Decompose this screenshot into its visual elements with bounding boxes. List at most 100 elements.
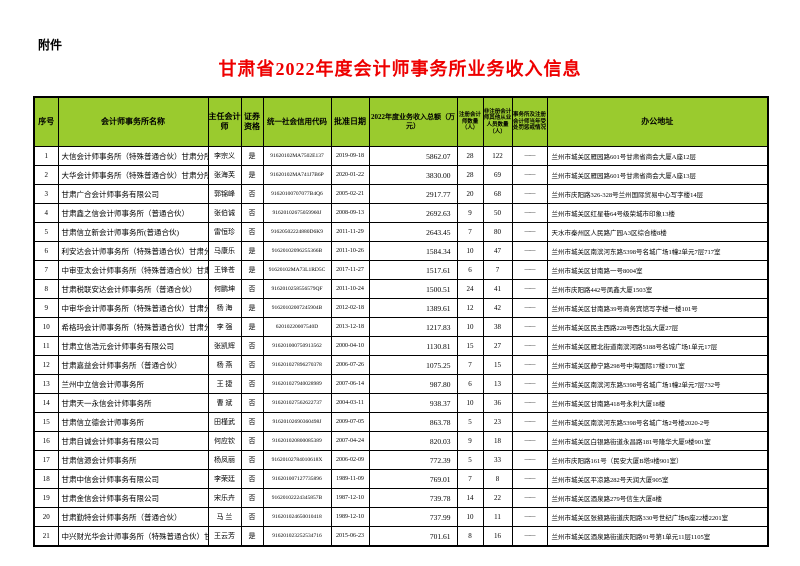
cell-penalty-status: —— — [511, 203, 548, 223]
cell-securities-qualification: 否 — [240, 469, 264, 489]
header-cpa-count: 注册会计师数量（人） — [456, 96, 484, 147]
table-row: 1 大信会计师事务所（特殊普通合伙）甘肃分所 李宗义 是 91620102MA7… — [33, 146, 769, 166]
table-row: 3 甘肃广合会计师事务有限公司 郭锦峰 否 91620100707077B4Q6… — [33, 184, 769, 204]
cell-cpa-count: 7 — [456, 355, 484, 375]
cell-penalty-status: —— — [511, 507, 548, 527]
header-credit-code: 统一社会信用代码 — [262, 96, 332, 147]
table-row: 6 利安达会计师事务所（特殊普通合伙）甘肃分所 马康乐 是 9162010209… — [33, 241, 769, 261]
table-row: 13 兰州中立信会计师事务所 王 捷 否 916201027940028989 … — [33, 374, 769, 394]
cell-serial: 17 — [33, 450, 59, 470]
cell-revenue: 1075.25 — [368, 355, 458, 375]
cell-revenue: 1217.83 — [368, 317, 458, 337]
cell-securities-qualification: 否 — [240, 507, 264, 527]
table-row: 16 甘肃自诚会计师事务有限公司 何应钦 否 91620102080008538… — [33, 431, 769, 451]
cell-firm-name: 甘肃信立德会计师事务所 — [57, 412, 209, 432]
cell-serial: 10 — [33, 317, 59, 337]
cell-credit-code: 91620102MA7502E137 — [262, 146, 332, 166]
cell-cpa-count: 28 — [456, 165, 484, 185]
cell-office-address: 兰州市庆阳路442号凤鑫大厦1503室 — [546, 279, 769, 299]
cell-penalty-status: —— — [511, 146, 548, 166]
cell-credit-code: 916201023252534716 — [262, 526, 332, 547]
cell-revenue: 772.39 — [368, 450, 458, 470]
cell-revenue: 739.78 — [368, 488, 458, 508]
cell-serial: 11 — [33, 336, 59, 356]
cell-serial: 1 — [33, 146, 59, 166]
cell-revenue: 987.80 — [368, 374, 458, 394]
cell-approval-date: 2013-12-18 — [330, 317, 370, 337]
cell-revenue: 1389.61 — [368, 298, 458, 318]
cell-penalty-status: —— — [511, 241, 548, 261]
cell-other-staff-count: 50 — [482, 203, 513, 223]
cell-chief-accountant: 田槿武 — [207, 412, 242, 432]
cell-penalty-status: —— — [511, 393, 548, 413]
cell-cpa-count: 10 — [456, 241, 484, 261]
cell-other-staff-count: 122 — [482, 146, 513, 166]
cell-office-address: 兰州市城关区红星巷64号级荣城市印象13楼 — [546, 203, 769, 223]
cell-chief-accountant: 杨 燕 — [207, 355, 242, 375]
cell-firm-name: 甘肃鑫之信会计师事务所（普通合伙） — [57, 203, 209, 223]
cell-revenue: 5862.07 — [368, 146, 458, 166]
cell-firm-name: 甘肃税联安达会计师事务所（普通合伙） — [57, 279, 209, 299]
cell-serial: 5 — [33, 222, 59, 242]
cell-penalty-status: —— — [511, 431, 548, 451]
table-row: 20 甘肃勤特会计师事务所（普通合伙） 马 兰 否 91620102465001… — [33, 507, 769, 527]
cell-penalty-status: —— — [511, 165, 548, 185]
cell-serial: 15 — [33, 412, 59, 432]
cell-securities-qualification: 否 — [240, 374, 264, 394]
cell-approval-date: 2015-06-23 — [330, 526, 370, 547]
cell-firm-name: 甘肃中信会计师事务有限公司 — [57, 469, 209, 489]
attachment-label: 附件 — [38, 38, 63, 52]
cell-cpa-count: 20 — [456, 184, 484, 204]
cell-other-staff-count: 36 — [482, 393, 513, 413]
cell-cpa-count: 14 — [456, 488, 484, 508]
cell-serial: 16 — [33, 431, 59, 451]
cell-other-staff-count: 22 — [482, 488, 513, 508]
cell-firm-name: 兰州中立信会计师事务所 — [57, 374, 209, 394]
cell-serial: 13 — [33, 374, 59, 394]
cell-firm-name: 中审华会计师事务所（特殊普通合伙）甘肃分所 — [57, 298, 209, 318]
table-row: 9 中审华会计师事务所（特殊普通合伙）甘肃分所 杨 海 是 9162010200… — [33, 298, 769, 318]
cell-approval-date: 2004-03-11 — [330, 393, 370, 413]
cell-credit-code: 916201007127735896 — [262, 469, 332, 489]
cell-credit-code: 916201024650010418 — [262, 507, 332, 527]
table-row: 15 甘肃信立德会计师事务所 田槿武 否 91620102690360498J … — [33, 412, 769, 432]
cell-chief-accountant: 张海芙 — [207, 165, 242, 185]
cell-chief-accountant: 马康乐 — [207, 241, 242, 261]
cell-chief-accountant: 杨 海 — [207, 298, 242, 318]
cell-office-address: 兰州市城关区雁园路601号甘肃省商会大厦A座12层 — [546, 146, 769, 166]
cell-penalty-status: —— — [511, 488, 548, 508]
table-body: 1 大信会计师事务所（特殊普通合伙）甘肃分所 李宗义 是 91620102MA7… — [33, 146, 769, 547]
table-row: 21 中兴财光华会计师事务所（特殊普通合伙）甘肃分所 王云芳 是 9162010… — [33, 526, 769, 547]
cell-cpa-count: 9 — [456, 431, 484, 451]
cell-serial: 19 — [33, 488, 59, 508]
cell-approval-date: 2011-11-29 — [330, 222, 370, 242]
cell-securities-qualification: 是 — [240, 526, 264, 547]
cell-office-address: 兰州市城关区酒泉路279号信生大厦8楼 — [546, 488, 769, 508]
cell-other-staff-count: 11 — [482, 507, 513, 527]
cell-firm-name: 甘肃金信会计师事务有限公司 — [57, 488, 209, 508]
cell-cpa-count: 28 — [456, 146, 484, 166]
cell-serial: 14 — [33, 393, 59, 413]
cell-firm-name: 甘肃信立新会计师事务所(普通合伙) — [57, 222, 209, 242]
cell-revenue: 1517.61 — [368, 260, 458, 280]
cell-office-address: 兰州市庆阳路326-328号兰州国际贸易中心写字楼14层 — [546, 184, 769, 204]
cell-cpa-count: 15 — [456, 336, 484, 356]
cell-securities-qualification: 是 — [240, 241, 264, 261]
cell-serial: 20 — [33, 507, 59, 527]
cell-approval-date: 2006-07-26 — [330, 355, 370, 375]
cell-penalty-status: —— — [511, 469, 548, 489]
cell-other-staff-count: 41 — [482, 279, 513, 299]
cell-penalty-status: —— — [511, 526, 548, 547]
cell-penalty-status: —— — [511, 450, 548, 470]
cell-approval-date: 2008-09-13 — [330, 203, 370, 223]
cell-revenue: 2643.45 — [368, 222, 458, 242]
cell-cpa-count: 7 — [456, 469, 484, 489]
cell-other-staff-count: 8 — [482, 469, 513, 489]
cell-chief-accountant: 李荣廷 — [207, 469, 242, 489]
table-row: 8 甘肃税联安达会计师事务所（普通合伙） 何鹏坤 否 9162010258556… — [33, 279, 769, 299]
cell-securities-qualification: 否 — [240, 431, 264, 451]
cell-other-staff-count: 38 — [482, 317, 513, 337]
cell-revenue: 769.01 — [368, 469, 458, 489]
cell-firm-name: 希格玛会计师事务所（特殊普通合伙）甘肃分所 — [57, 317, 209, 337]
cell-credit-code: 91620102224345857B — [262, 488, 332, 508]
